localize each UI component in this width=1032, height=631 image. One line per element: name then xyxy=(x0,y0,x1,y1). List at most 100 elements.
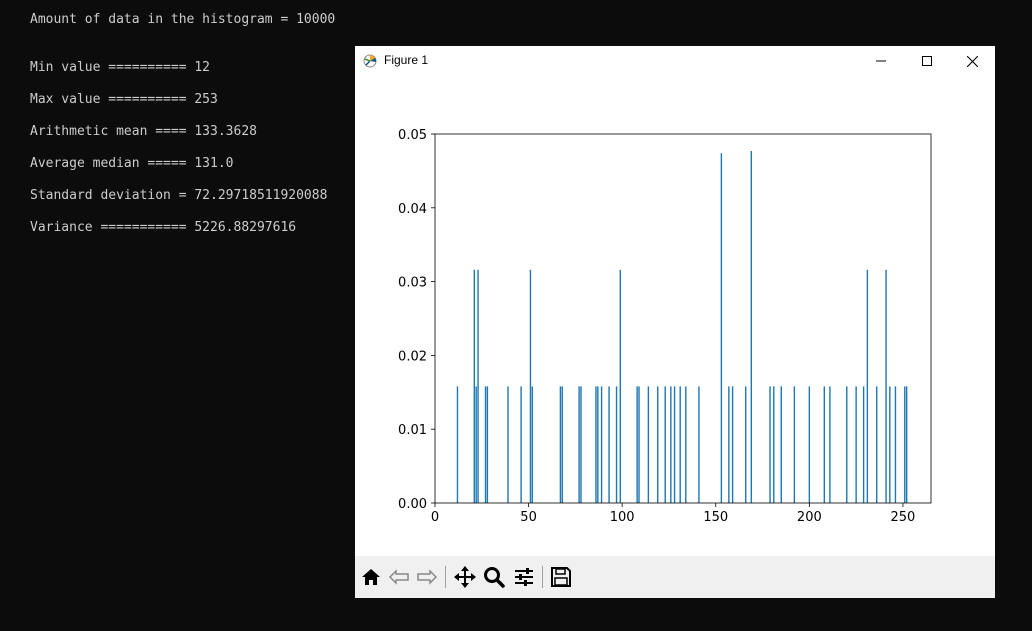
histogram-bar xyxy=(456,386,459,503)
pan-icon xyxy=(454,566,476,588)
plot-canvas[interactable]: 0 50 100 150 200 250 0.00 0.01 0.02 0.03 0.04 0.05 xyxy=(355,76,995,556)
histogram-bar xyxy=(846,386,848,503)
histogram-bar xyxy=(484,386,487,503)
configure-subplots-icon xyxy=(515,568,533,586)
histogram-bar xyxy=(745,386,747,503)
console-line-mean: Arithmetic mean ==== 133.3628 xyxy=(30,124,257,139)
histogram-bar xyxy=(905,386,908,503)
histogram-bar xyxy=(876,386,878,503)
zoom-icon xyxy=(484,567,505,588)
minimize-button[interactable] xyxy=(858,46,904,76)
histogram-bar xyxy=(769,386,771,503)
y-tick-label: 0.03 xyxy=(398,276,427,291)
histogram-bar xyxy=(595,386,597,503)
histogram-bar xyxy=(780,386,782,503)
histogram-bar xyxy=(731,386,734,503)
histogram-bar xyxy=(889,386,891,503)
close-icon xyxy=(967,56,978,67)
console-line-median: Average median ===== 131.0 xyxy=(30,156,234,171)
x-tick-label: 100 xyxy=(610,510,635,525)
histogram-bar xyxy=(720,153,723,504)
x-tick-label: 0 xyxy=(431,510,439,525)
histogram-bar xyxy=(475,386,477,503)
histogram-bar xyxy=(673,386,676,503)
y-tick-label: 0.02 xyxy=(398,349,427,364)
back-button[interactable] xyxy=(387,565,411,589)
histogram-bar xyxy=(866,269,869,503)
histogram-bar xyxy=(664,386,666,503)
histogram-bar xyxy=(619,269,621,503)
histogram-bar xyxy=(559,386,562,503)
histogram-bar xyxy=(507,386,509,503)
x-tick-label: 250 xyxy=(891,510,916,525)
histogram-bar xyxy=(670,386,672,503)
forward-arrow-icon xyxy=(417,569,438,585)
toolbar-separator xyxy=(542,566,543,588)
home-icon xyxy=(362,569,380,585)
console-line-std: Standard deviation = 72.29718511920088 xyxy=(30,188,328,203)
x-tick-label: 150 xyxy=(703,510,728,525)
histogram-bar xyxy=(647,386,650,503)
histogram-bar xyxy=(894,386,897,503)
x-tick-label: 50 xyxy=(520,510,537,525)
histogram-bar xyxy=(808,386,811,503)
figure-window: Figure 1 0 50 100 150 200 250 0.00 0.01 0.02 0.03… xyxy=(355,46,995,598)
histogram-bar xyxy=(486,386,489,503)
histogram-bar xyxy=(698,386,700,503)
histogram-bar xyxy=(638,386,640,503)
histogram-bar xyxy=(597,386,599,503)
zoom-button[interactable] xyxy=(482,565,506,589)
histogram-bar xyxy=(615,386,618,503)
y-tick-label: 0.04 xyxy=(398,202,427,217)
close-button[interactable] xyxy=(949,46,995,76)
back-arrow-icon xyxy=(388,569,409,585)
histogram-bar xyxy=(773,386,775,503)
histogram-bar xyxy=(580,386,582,503)
y-tick-label: 0.01 xyxy=(398,423,427,438)
pan-button[interactable] xyxy=(453,565,477,589)
histogram-bar xyxy=(793,386,796,503)
forward-button[interactable] xyxy=(415,565,439,589)
toolbar-separator xyxy=(445,566,446,588)
x-tick-label: 200 xyxy=(797,510,822,525)
save-button[interactable] xyxy=(549,565,573,589)
console-line-variance: Variance =========== 5226.88297616 xyxy=(30,220,297,235)
console-line-amount: Amount of data in the histogram = 10000 xyxy=(30,12,336,27)
histogram-bar xyxy=(679,386,681,503)
histogram-bar xyxy=(636,386,638,503)
histogram-bar xyxy=(823,386,826,503)
maximize-button[interactable] xyxy=(904,46,950,76)
histogram-bar xyxy=(520,386,522,503)
histogram-bar xyxy=(685,386,687,503)
minimize-icon xyxy=(876,60,886,62)
histogram-bar xyxy=(473,269,476,503)
histogram-bar xyxy=(862,386,865,503)
histogram-bar xyxy=(829,386,831,503)
histogram-bar xyxy=(529,269,532,503)
home-button[interactable] xyxy=(359,565,383,589)
histogram-bar xyxy=(728,386,730,503)
histogram-bar xyxy=(885,269,887,503)
histogram-bar xyxy=(608,386,610,503)
histogram-chart: 0 50 100 150 200 250 0.00 0.01 0.02 0.03 0.04 0.05 xyxy=(398,128,932,525)
histogram-bar xyxy=(531,386,534,503)
histogram-bar xyxy=(750,150,753,503)
histogram-bar xyxy=(561,386,563,503)
matplotlib-app-icon xyxy=(363,53,379,69)
histogram-bar xyxy=(600,386,603,503)
configure-subplots-button[interactable] xyxy=(512,565,536,589)
navigation-toolbar xyxy=(355,556,995,598)
y-tick-label: 0.05 xyxy=(398,128,427,143)
histogram-bar xyxy=(855,386,857,503)
console-line-min: Min value ========== 12 xyxy=(30,60,211,75)
y-tick-label: 0.00 xyxy=(398,497,427,512)
maximize-icon xyxy=(922,56,932,66)
window-title: Figure 1 xyxy=(384,53,429,67)
axes-frame xyxy=(434,133,932,504)
console-line-max: Max value ========== 253 xyxy=(30,92,218,107)
histogram-bar xyxy=(477,269,479,503)
histogram-bar xyxy=(904,386,906,503)
title-bar[interactable]: Figure 1 xyxy=(355,46,995,76)
save-icon xyxy=(551,567,571,587)
